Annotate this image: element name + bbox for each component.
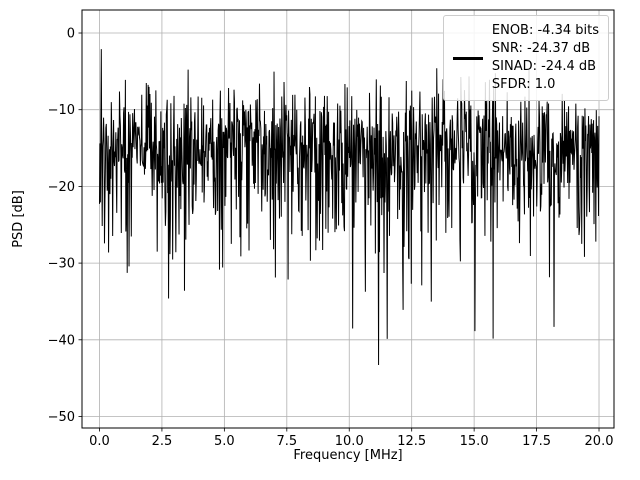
psd-trace-layer bbox=[98, 49, 600, 365]
x-tick-label: 20.0 bbox=[585, 434, 614, 449]
x-tick-label: 0.0 bbox=[89, 434, 110, 449]
x-tick-label: 15.0 bbox=[460, 434, 489, 449]
x-axis-label: Frequency [MHz] bbox=[293, 448, 402, 463]
legend-sfdr: SFDR: 1.0 bbox=[491, 77, 556, 92]
psd-line-legend-handle bbox=[452, 56, 483, 60]
legend: ENOB: -4.34 bits SNR: -24.37 dB SINAD: -… bbox=[442, 15, 609, 101]
y-tick-label: −50 bbox=[48, 410, 75, 425]
x-tick-label: 5.0 bbox=[214, 434, 235, 449]
y-tick-label: 0 bbox=[67, 27, 75, 42]
legend-sinad: SINAD: -24.4 dB bbox=[491, 59, 597, 74]
legend-enob: ENOB: -4.34 bits bbox=[491, 23, 599, 38]
y-tick-label: −20 bbox=[48, 180, 75, 195]
axes-spines bbox=[81, 9, 615, 429]
y-axis-label: PSD [dB] bbox=[11, 190, 26, 248]
x-tick-label: 12.5 bbox=[397, 434, 426, 449]
y-tick-label: −30 bbox=[48, 257, 75, 272]
legend-snr: SNR: -24.37 dB bbox=[491, 41, 591, 56]
x-tick-label: 17.5 bbox=[522, 434, 551, 449]
y-tick-label: −40 bbox=[48, 333, 75, 348]
legend-text-block: ENOB: -4.34 bits SNR: -24.37 dB SINAD: -… bbox=[492, 22, 599, 94]
x-tick-label: 2.5 bbox=[152, 434, 173, 449]
psd-trace bbox=[98, 49, 600, 365]
x-tick-label: 10.0 bbox=[335, 434, 364, 449]
axes-spine-box bbox=[81, 9, 615, 429]
axis-ticks: 0.0 2.5 5.0 7.5 10.0 12.5 15.0 17.5 20.0 0 −10 −20 −… bbox=[48, 27, 614, 449]
y-tick-label: −10 bbox=[48, 103, 75, 118]
x-tick-label: 7.5 bbox=[276, 434, 297, 449]
